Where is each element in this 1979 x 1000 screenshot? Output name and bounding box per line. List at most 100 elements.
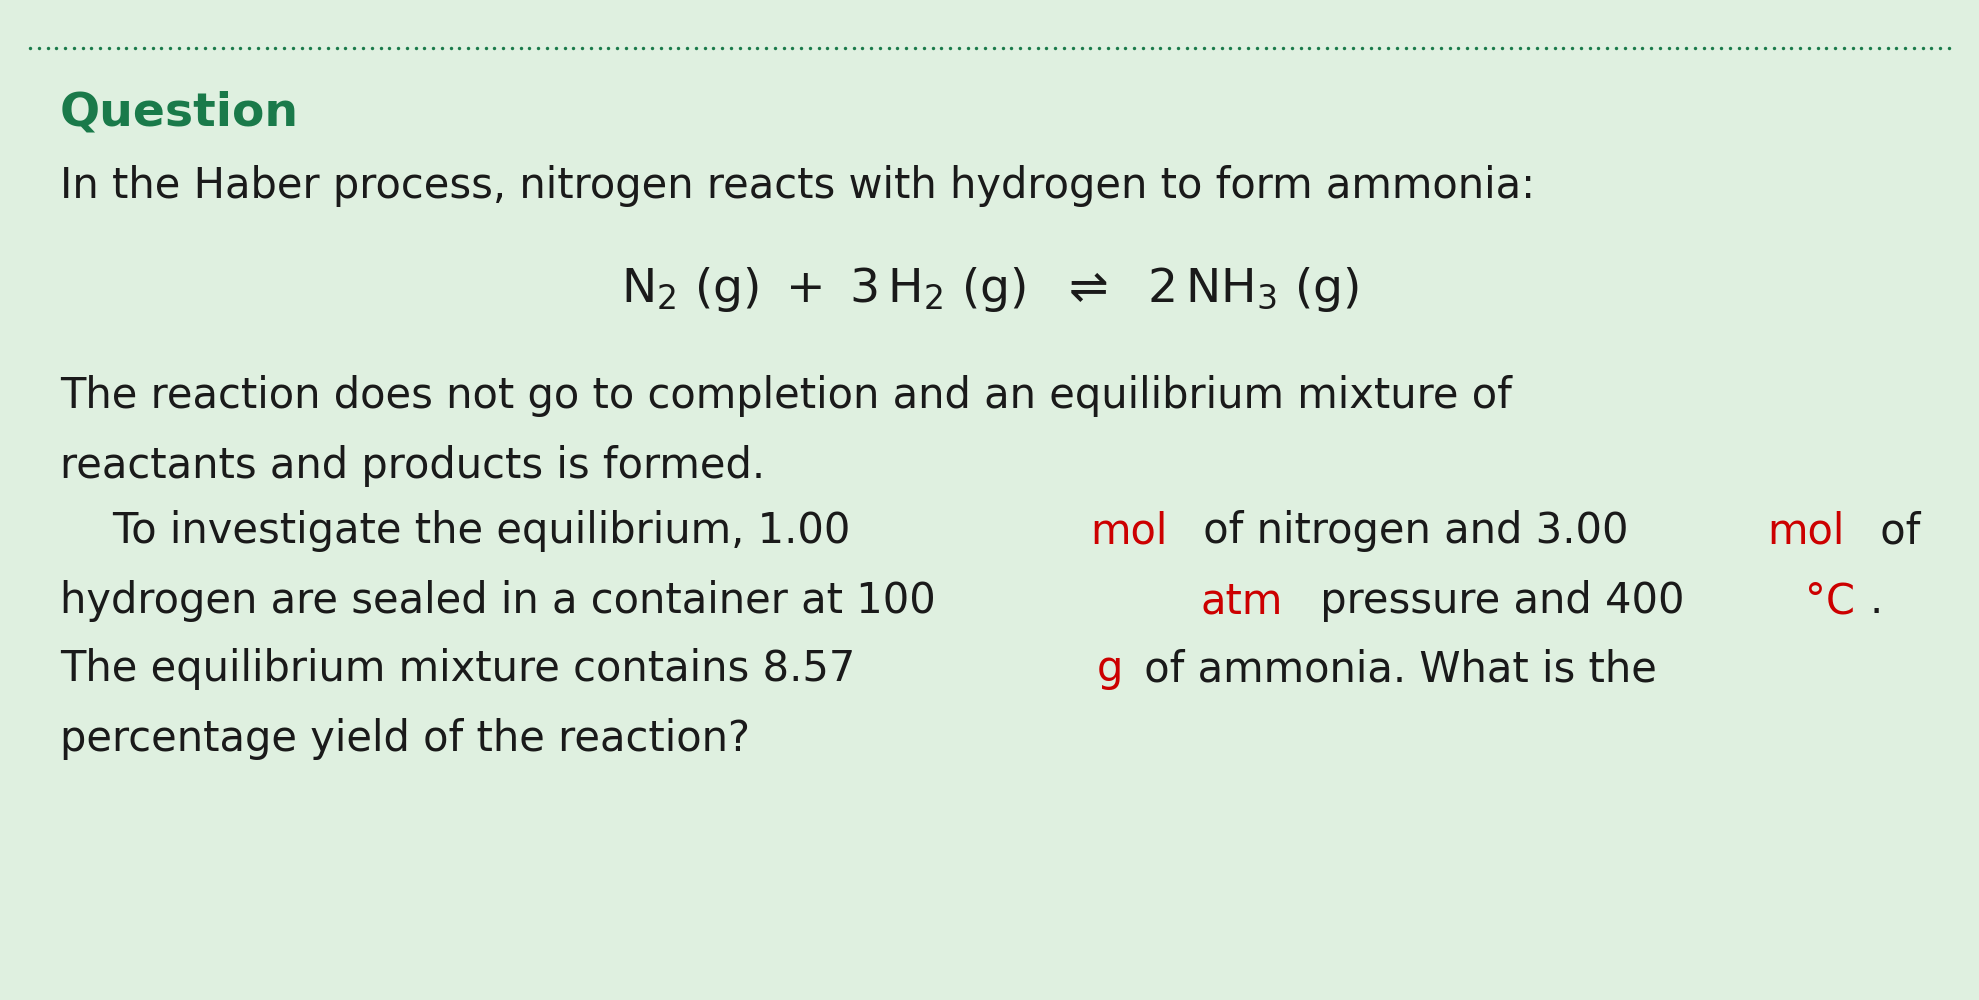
Text: °C: °C — [1805, 580, 1854, 622]
Point — [241, 40, 273, 56]
Point — [1635, 40, 1666, 56]
Point — [811, 40, 843, 56]
Point — [1555, 40, 1587, 56]
Point — [1819, 40, 1850, 56]
Text: The reaction does not go to completion and an equilibrium mixture of: The reaction does not go to completion a… — [59, 375, 1512, 417]
Point — [198, 40, 230, 56]
Point — [57, 40, 89, 56]
Point — [707, 40, 738, 56]
Point — [1732, 40, 1763, 56]
Point — [14, 40, 46, 56]
Point — [505, 40, 536, 56]
Point — [251, 40, 283, 56]
Point — [1356, 40, 1387, 56]
Point — [1310, 40, 1342, 56]
Text: mol: mol — [1090, 510, 1168, 552]
Point — [224, 40, 255, 56]
Point — [952, 40, 984, 56]
Point — [364, 40, 396, 56]
Point — [584, 40, 615, 56]
Point — [1688, 40, 1720, 56]
Point — [1512, 40, 1544, 56]
Point — [916, 40, 948, 56]
Point — [1880, 40, 1912, 56]
Point — [469, 40, 501, 56]
Point — [1530, 40, 1561, 56]
Point — [269, 40, 301, 56]
Text: of: of — [1866, 510, 1920, 552]
Point — [671, 40, 703, 56]
Point — [1425, 40, 1457, 56]
Point — [1294, 40, 1326, 56]
Point — [277, 40, 309, 56]
Text: .: . — [1870, 580, 1882, 622]
Point — [435, 40, 467, 56]
Point — [978, 40, 1009, 56]
Point — [681, 40, 712, 56]
Point — [1371, 40, 1403, 56]
Point — [1065, 40, 1096, 56]
Point — [558, 40, 590, 56]
Point — [1267, 40, 1298, 56]
Point — [540, 40, 572, 56]
Point — [234, 40, 265, 56]
Point — [1013, 40, 1045, 56]
Point — [313, 40, 344, 56]
Point — [760, 40, 792, 56]
Point — [146, 40, 178, 56]
Point — [1179, 40, 1211, 56]
Point — [1627, 40, 1658, 56]
Point — [285, 40, 317, 56]
Point — [1433, 40, 1464, 56]
Point — [1389, 40, 1421, 56]
Point — [190, 40, 222, 56]
Point — [1187, 40, 1219, 56]
Point — [610, 40, 641, 56]
Text: In the Haber process, nitrogen reacts with hydrogen to form ammonia:: In the Haber process, nitrogen reacts wi… — [59, 165, 1536, 207]
Point — [93, 40, 125, 56]
Point — [1136, 40, 1168, 56]
Point — [1494, 40, 1526, 56]
Point — [714, 40, 746, 56]
Point — [1591, 40, 1623, 56]
Point — [129, 40, 160, 56]
Point — [776, 40, 807, 56]
Point — [653, 40, 685, 56]
Point — [1249, 40, 1280, 56]
Point — [1757, 40, 1789, 56]
Point — [1793, 40, 1825, 56]
Point — [699, 40, 730, 56]
Point — [566, 40, 598, 56]
Point — [988, 40, 1019, 56]
Point — [926, 40, 958, 56]
Point — [330, 40, 362, 56]
Point — [1126, 40, 1158, 56]
Text: atm: atm — [1201, 580, 1282, 622]
Point — [724, 40, 756, 56]
Point — [1837, 40, 1868, 56]
Point — [934, 40, 966, 56]
Point — [592, 40, 623, 56]
Point — [1829, 40, 1860, 56]
Point — [497, 40, 528, 56]
Point — [1548, 40, 1579, 56]
Point — [1767, 40, 1799, 56]
Point — [382, 40, 414, 56]
Point — [689, 40, 720, 56]
Point — [1854, 40, 1886, 56]
Point — [1785, 40, 1817, 56]
Point — [75, 40, 107, 56]
Point — [548, 40, 580, 56]
Point — [1478, 40, 1510, 56]
Text: The equilibrium mixture contains 8.57: The equilibrium mixture contains 8.57 — [59, 648, 863, 690]
Point — [1205, 40, 1237, 56]
Point — [1583, 40, 1615, 56]
Point — [32, 40, 63, 56]
Point — [645, 40, 677, 56]
Point — [295, 40, 327, 56]
Point — [1846, 40, 1878, 56]
Point — [356, 40, 388, 56]
Point — [1714, 40, 1745, 56]
Point — [346, 40, 378, 56]
Point — [1811, 40, 1842, 56]
